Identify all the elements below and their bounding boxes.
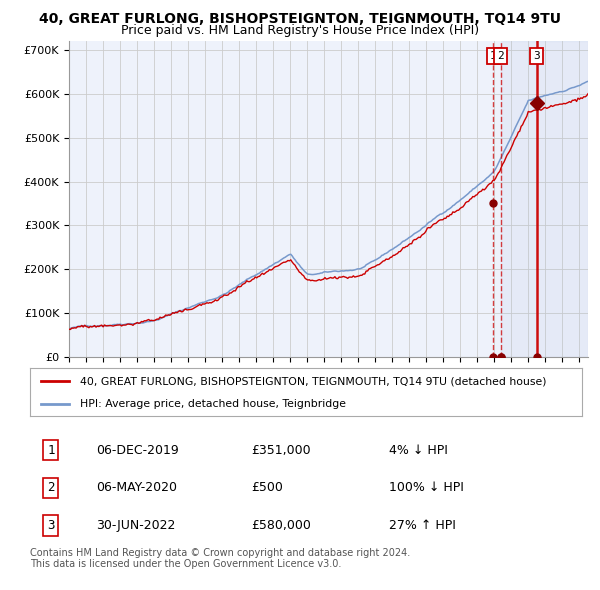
Text: £580,000: £580,000 bbox=[251, 519, 311, 532]
Text: 2: 2 bbox=[47, 481, 55, 494]
Text: 30-JUN-2022: 30-JUN-2022 bbox=[96, 519, 176, 532]
Text: Contains HM Land Registry data © Crown copyright and database right 2024.
This d: Contains HM Land Registry data © Crown c… bbox=[30, 548, 410, 569]
Text: 3: 3 bbox=[47, 519, 55, 532]
Text: £351,000: £351,000 bbox=[251, 444, 310, 457]
Text: 4% ↓ HPI: 4% ↓ HPI bbox=[389, 444, 448, 457]
Text: 06-MAY-2020: 06-MAY-2020 bbox=[96, 481, 177, 494]
Text: 06-DEC-2019: 06-DEC-2019 bbox=[96, 444, 179, 457]
Text: 27% ↑ HPI: 27% ↑ HPI bbox=[389, 519, 455, 532]
Text: 1: 1 bbox=[47, 444, 55, 457]
Text: Price paid vs. HM Land Registry's House Price Index (HPI): Price paid vs. HM Land Registry's House … bbox=[121, 24, 479, 37]
Text: 100% ↓ HPI: 100% ↓ HPI bbox=[389, 481, 464, 494]
Text: 1: 1 bbox=[490, 51, 496, 61]
Text: £500: £500 bbox=[251, 481, 283, 494]
Text: 40, GREAT FURLONG, BISHOPSTEIGNTON, TEIGNMOUTH, TQ14 9TU: 40, GREAT FURLONG, BISHOPSTEIGNTON, TEIG… bbox=[39, 12, 561, 26]
Bar bbox=[501, 41, 588, 357]
Text: 3: 3 bbox=[533, 51, 541, 61]
Text: 40, GREAT FURLONG, BISHOPSTEIGNTON, TEIGNMOUTH, TQ14 9TU (detached house): 40, GREAT FURLONG, BISHOPSTEIGNTON, TEIG… bbox=[80, 376, 546, 386]
Text: 2: 2 bbox=[497, 51, 504, 61]
Text: HPI: Average price, detached house, Teignbridge: HPI: Average price, detached house, Teig… bbox=[80, 399, 346, 409]
